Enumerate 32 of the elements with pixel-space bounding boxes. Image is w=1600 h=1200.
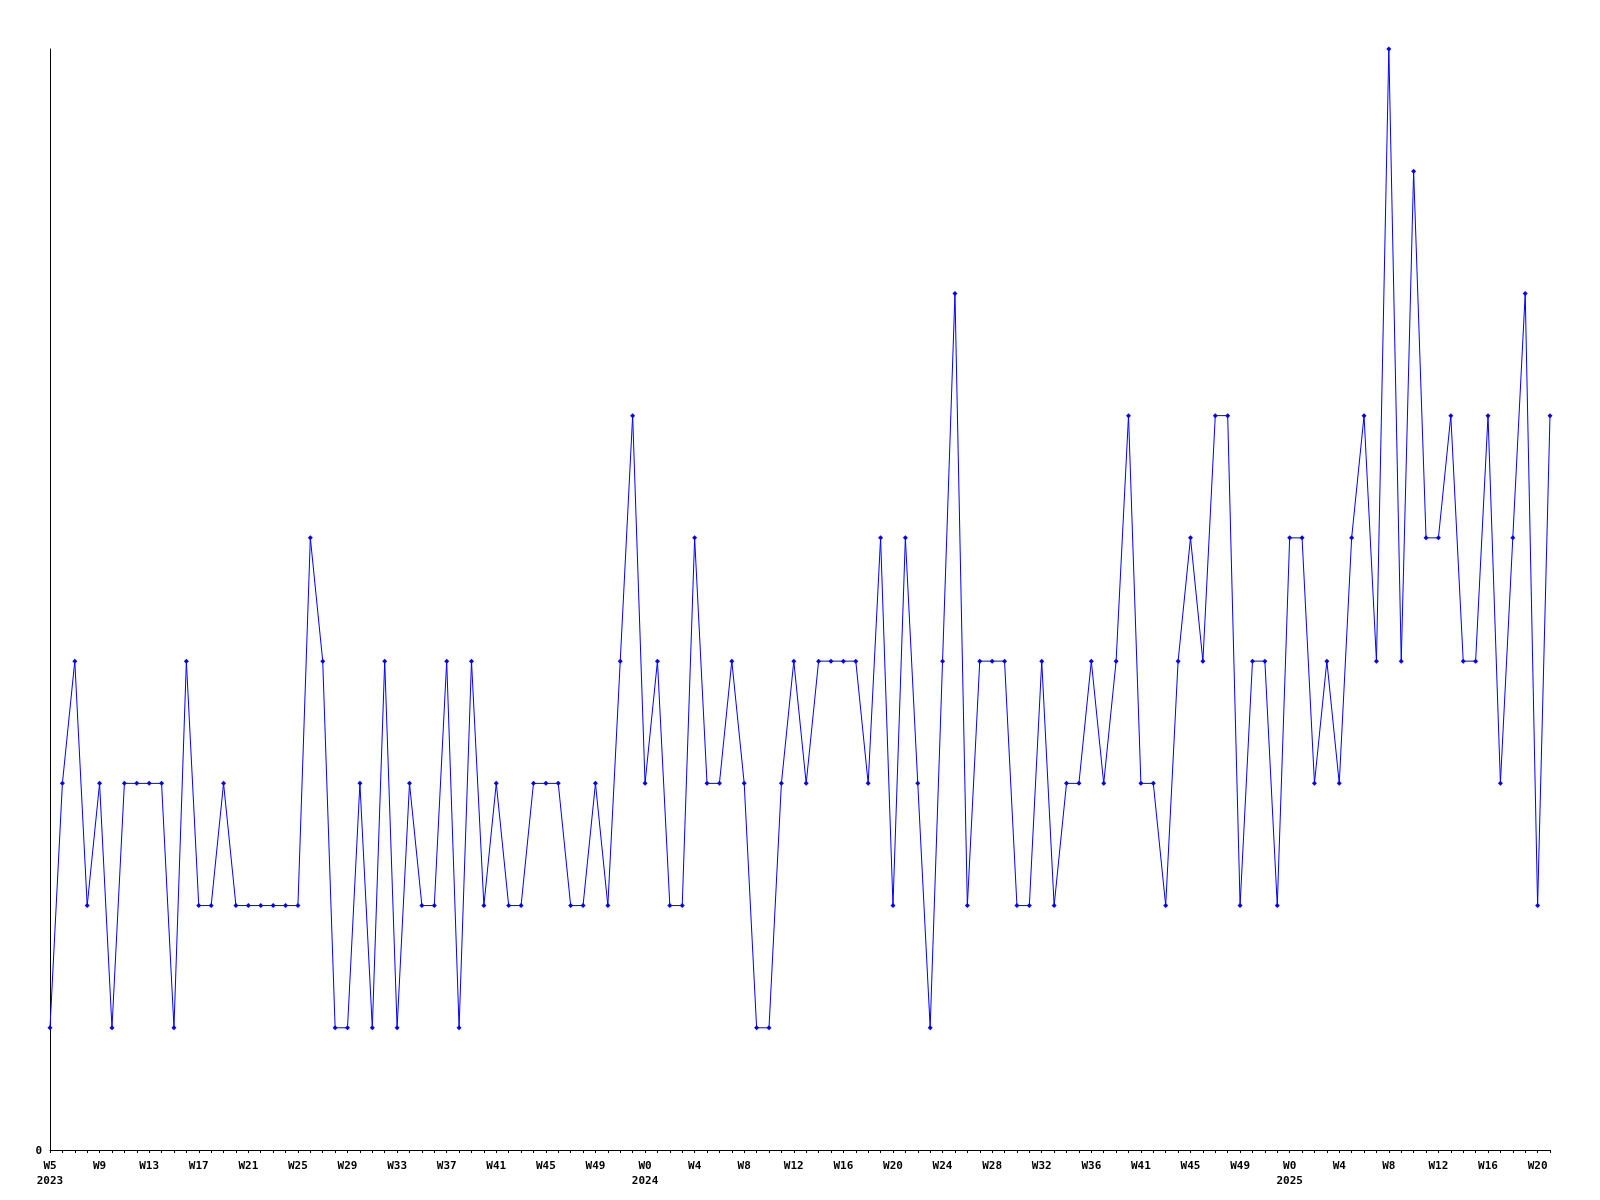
x-tick-label: W4: [1332, 1159, 1347, 1172]
x-tick-label: W41: [1130, 1159, 1152, 1172]
x-tick-label: W4: [688, 1159, 702, 1172]
x-tick-label: W25: [288, 1159, 308, 1172]
x-tick-label: W13: [139, 1159, 160, 1172]
x-tick-label: W5 2023: [36, 1159, 64, 1187]
x-tick-label: W9: [92, 1159, 107, 1172]
x-tick-label: W45: [535, 1159, 556, 1172]
text: 0: [35, 1143, 42, 1157]
x-tick-label: W8: [737, 1159, 751, 1172]
x-tick-label: W41: [486, 1159, 507, 1172]
x-tick-label: W16: [1478, 1159, 1499, 1172]
x-tick-label: W12: [783, 1159, 804, 1172]
x-tick-label: W45: [1180, 1159, 1201, 1172]
x-tick-label: W28: [982, 1159, 1003, 1172]
x-tick-label: W29: [337, 1159, 358, 1172]
x-tick-label: W8: [1382, 1159, 1396, 1172]
x-tick-label: W0 2025: [1276, 1159, 1303, 1187]
x-tick-label: W32: [1031, 1159, 1052, 1172]
x-tick-label: W49: [1230, 1159, 1251, 1172]
x-tick-label: W33: [387, 1159, 408, 1172]
x-tick-label: W36: [1081, 1159, 1102, 1172]
x-tick-label: W0 2024: [631, 1159, 659, 1187]
x-tick-label: W16: [833, 1159, 854, 1172]
x-tick-label: W24: [932, 1159, 953, 1172]
x-tick-label: W20: [1527, 1159, 1548, 1172]
x-tick-label: W21: [238, 1159, 259, 1172]
x-tick-label: W37: [436, 1159, 457, 1172]
x-tick-label: W20: [883, 1159, 903, 1172]
x-tick-label: W17: [188, 1159, 209, 1172]
x-tick-label: W49: [585, 1159, 606, 1172]
x-tick-label: W12: [1428, 1159, 1449, 1172]
